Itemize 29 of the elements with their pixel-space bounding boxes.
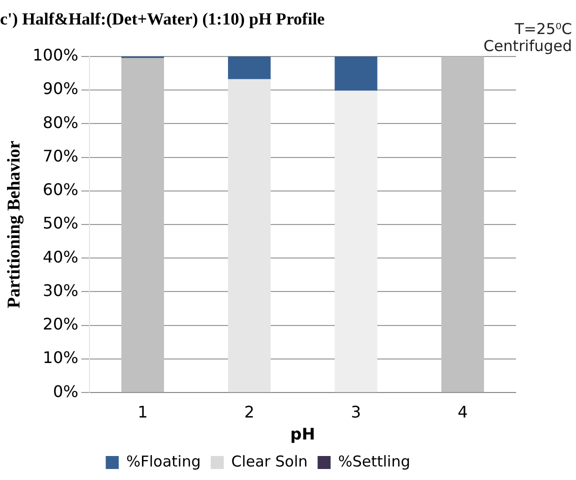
legend-label: %Floating <box>126 452 201 470</box>
y-tick-label: 50% <box>42 214 78 233</box>
bar <box>334 56 378 91</box>
x-axis-title: pH <box>290 424 316 444</box>
legend-label: %Settling <box>338 452 410 470</box>
x-tick-label: 3 <box>350 402 362 422</box>
y-tick-label: 60% <box>42 180 78 200</box>
y-tick-label: 70% <box>42 146 78 166</box>
text: Centrifuged <box>484 36 572 55</box>
bar <box>334 90 378 392</box>
y-tick-label: 0% <box>52 382 78 401</box>
chart-title: c') Half&Half:(Det+Water) (1:10) pH Profile <box>0 10 326 29</box>
text: T=25⁰C <box>514 20 572 38</box>
x-tick-label: 4 <box>458 402 468 422</box>
bar <box>228 56 271 80</box>
y-tick-label: 30% <box>42 280 78 300</box>
y-tick-label: 40% <box>42 247 78 266</box>
y-axis-title: Partitioning Behavior <box>3 140 24 308</box>
y-tick-label: 20% <box>42 314 78 334</box>
x-tick-label: 1 <box>138 402 148 422</box>
bar <box>121 58 164 392</box>
bar <box>228 79 271 392</box>
y-tick-label: 10% <box>42 348 78 368</box>
bar <box>441 56 484 392</box>
y-tick-label: 90% <box>42 79 78 98</box>
x-tick-label: 2 <box>244 402 254 422</box>
legend-label: Clear Soln <box>231 452 308 470</box>
y-tick-label: 100% <box>32 46 78 65</box>
y-tick-label: 80% <box>42 112 78 132</box>
